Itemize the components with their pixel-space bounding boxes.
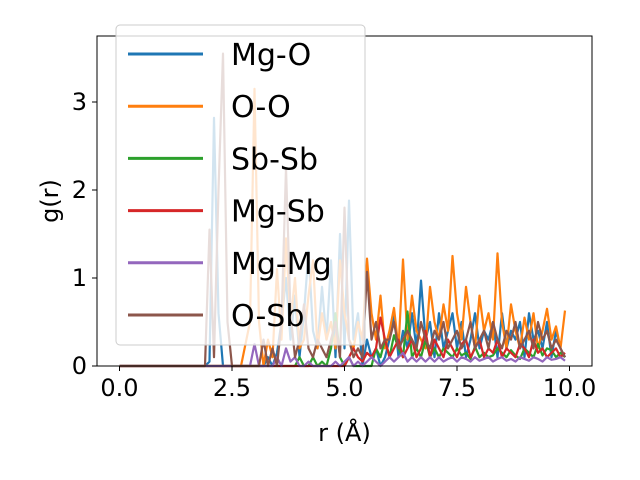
- legend-item-mg-sb: Mg-Sb: [128, 195, 325, 230]
- legend-label: Sb-Sb: [231, 142, 318, 177]
- x-tick-label: 2.5: [213, 374, 251, 402]
- x-tick-label: 5.0: [325, 374, 363, 402]
- y-axis: 0 1 2 3: [72, 88, 97, 380]
- y-tick-label: 2: [72, 176, 87, 204]
- legend-label: O-Sb: [231, 299, 304, 334]
- y-tick-label: 3: [72, 88, 87, 116]
- y-tick-label: 0: [72, 352, 87, 380]
- legend-label: Mg-Sb: [231, 195, 325, 230]
- x-tick-label: 10.0: [543, 374, 596, 402]
- legend: Mg-O O-O Sb-Sb Mg-Sb Mg-Mg O-Sb: [115, 24, 366, 346]
- y-tick-label: 1: [72, 264, 87, 292]
- legend-box: [115, 24, 366, 346]
- legend-label: Mg-Mg: [231, 247, 332, 282]
- x-axis: 0.0 2.5 5.0 7.5 10.0: [100, 366, 596, 402]
- legend-item-sb-sb: Sb-Sb: [128, 142, 318, 177]
- x-tick-label: 7.5: [438, 374, 476, 402]
- legend-item-mg-o: Mg-O: [128, 38, 311, 73]
- legend-item-mg-mg: Mg-Mg: [128, 247, 332, 282]
- y-axis-label: g(r): [36, 179, 64, 223]
- legend-label: O-O: [231, 90, 291, 125]
- legend-item-o-o: O-O: [128, 90, 291, 125]
- x-tick-label: 0.0: [100, 374, 138, 402]
- x-axis-label: r (Å): [318, 418, 371, 447]
- legend-label: Mg-O: [231, 38, 311, 73]
- legend-item-o-sb: O-Sb: [128, 299, 304, 334]
